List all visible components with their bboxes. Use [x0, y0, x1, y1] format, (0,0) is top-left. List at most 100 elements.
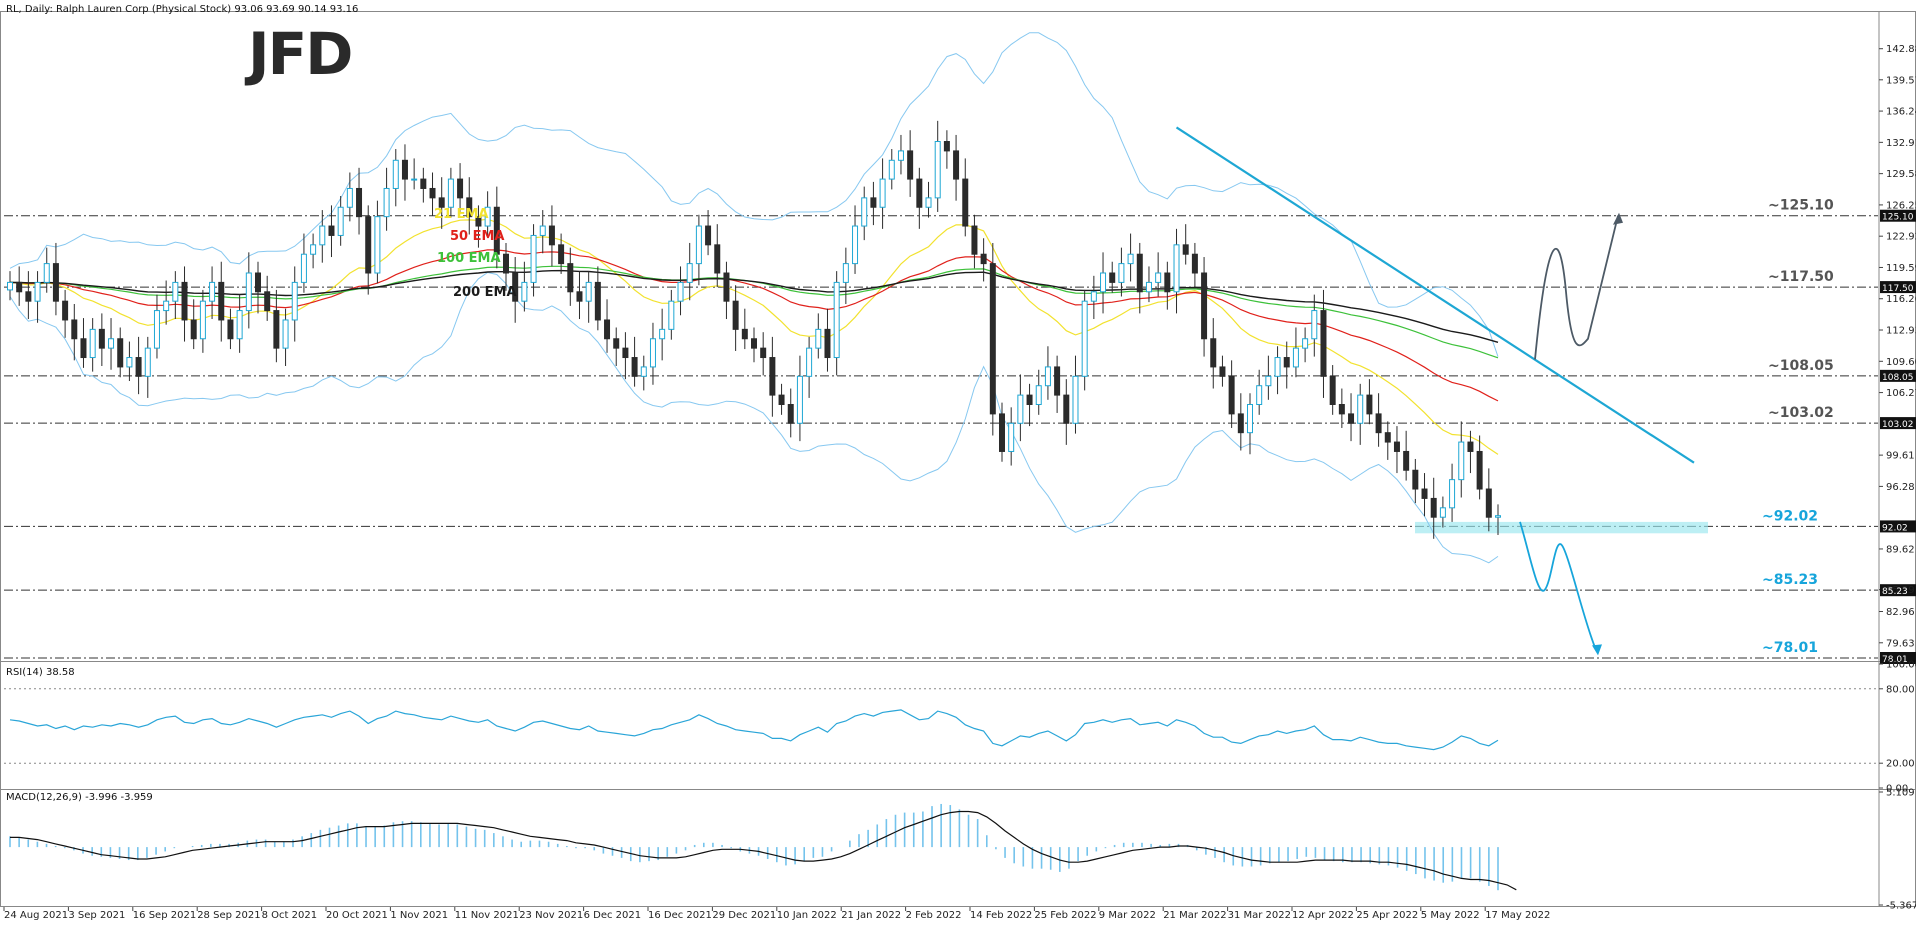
candle: [594, 281, 601, 321]
x-tick-label: 1 Nov 2021: [390, 910, 448, 921]
candle: [1495, 515, 1501, 518]
candle: [677, 281, 684, 302]
candle: [264, 291, 271, 312]
candle: [613, 338, 620, 349]
bollinger-upper: [9, 32, 1499, 357]
candle: [1081, 300, 1088, 377]
macd-signal-line: [10, 810, 1517, 891]
x-tick-label: 5 May 2022: [1421, 910, 1480, 921]
candle: [1008, 422, 1015, 452]
level-label: ~125.10: [1768, 198, 1834, 214]
x-tick-label: 31 Mar 2022: [1228, 910, 1291, 921]
candle: [1348, 413, 1355, 424]
candle: [907, 150, 914, 180]
rsi-title: RSI(14) 38.58: [6, 667, 75, 678]
ema-legend-label: 200 EMA: [453, 285, 517, 300]
candle: [989, 263, 996, 415]
candle: [328, 225, 335, 236]
candle: [1366, 394, 1373, 415]
candle: [153, 310, 160, 349]
candle: [723, 272, 730, 302]
candle: [392, 159, 399, 189]
candle: [475, 216, 482, 227]
candle: [447, 178, 454, 208]
candle: [503, 253, 509, 274]
y-tick-label: 136.24: [1886, 107, 1916, 118]
x-tick-label: 10 Jan 2022: [777, 910, 837, 921]
candle: [457, 178, 464, 199]
level-label: ~92.02: [1762, 508, 1818, 524]
candle: [466, 197, 473, 218]
x-tick-label: 23 Nov 2021: [519, 910, 583, 921]
y-tick-label: 129.58: [1886, 169, 1916, 180]
candle: [227, 319, 234, 340]
candle: [1072, 375, 1079, 424]
candle: [493, 206, 500, 255]
candle: [7, 281, 13, 291]
candle: [255, 272, 261, 293]
candle: [1256, 385, 1263, 405]
candle: [1136, 253, 1143, 293]
ema-legend-label: 100 EMA: [437, 251, 501, 266]
candle: [1274, 357, 1281, 377]
candle: [1017, 394, 1024, 424]
candle: [1237, 413, 1244, 434]
bearish-arrowhead: [1592, 644, 1602, 656]
level-price-tag: [1880, 584, 1916, 597]
level-label: ~103.02: [1768, 405, 1834, 421]
candle: [604, 319, 611, 340]
candle: [1357, 394, 1364, 424]
candle: [567, 263, 574, 293]
candle: [98, 328, 105, 349]
candle: [962, 178, 969, 227]
candle: [209, 281, 216, 302]
candle: [310, 244, 317, 255]
candle: [1191, 253, 1198, 274]
candle: [558, 244, 565, 265]
candle: [999, 413, 1005, 452]
level-price-tag-text: 92.02: [1882, 523, 1908, 533]
candle: [1090, 291, 1097, 302]
candle: [1063, 394, 1070, 424]
bullish-scenario-path: [1534, 215, 1619, 360]
x-tick-label: 11 Nov 2021: [455, 910, 519, 921]
candle: [934, 141, 941, 199]
y-tick-label: 122.92: [1886, 232, 1916, 243]
candle: [1283, 357, 1290, 368]
candle: [1201, 272, 1208, 340]
level-price-tag-text: 78.01: [1882, 655, 1908, 665]
candle: [429, 187, 436, 199]
x-tick-label: 14 Feb 2022: [970, 910, 1032, 921]
support-zone: [1415, 521, 1708, 534]
candle: [1228, 375, 1235, 415]
candle: [760, 347, 767, 359]
candle: [401, 159, 408, 180]
candle: [1393, 441, 1400, 452]
candle: [1118, 263, 1125, 283]
candle: [34, 281, 41, 302]
candle: [668, 300, 675, 330]
candle: [1449, 479, 1456, 509]
candle: [1412, 469, 1419, 490]
candle: [1127, 253, 1134, 265]
candle: [1476, 450, 1483, 490]
y-tick-label: 82.96: [1886, 607, 1915, 618]
candle: [796, 375, 803, 424]
candle: [1164, 272, 1171, 293]
candle: [135, 357, 142, 377]
level-price-tag-text: 85.23: [1882, 587, 1908, 597]
candle: [16, 281, 23, 293]
candle: [649, 338, 656, 368]
x-tick-label: 2 Feb 2022: [906, 910, 962, 921]
x-tick-label: 16 Sep 2021: [133, 910, 196, 921]
candle: [787, 403, 794, 424]
candle: [769, 357, 776, 396]
candle: [144, 347, 151, 377]
candle: [1109, 272, 1116, 283]
brand-logo: JFD: [248, 20, 353, 88]
candle: [521, 281, 528, 302]
rsi-line: [9, 709, 1499, 751]
y-tick-label: 106.27: [1886, 388, 1916, 399]
